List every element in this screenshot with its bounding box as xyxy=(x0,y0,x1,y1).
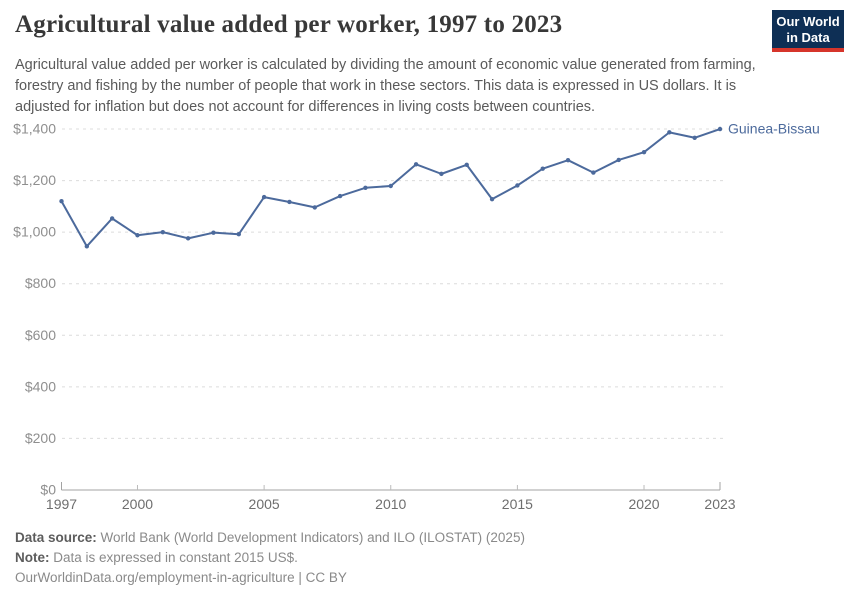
page-title: Agricultural value added per worker, 199… xyxy=(15,11,563,38)
data-point xyxy=(489,196,495,202)
x-axis-tick-label: 1997 xyxy=(46,496,77,512)
chart-subtitle: Agricultural value added per worker is c… xyxy=(15,57,756,115)
data-point xyxy=(287,199,292,205)
data-point xyxy=(312,205,317,210)
x-axis-tick-label: 2023 xyxy=(704,496,735,512)
x-axis-tick-label: 2000 xyxy=(122,496,153,512)
data-point xyxy=(337,193,343,199)
chart-footer: Data source: World Bank (World Developme… xyxy=(15,528,815,588)
data-source-value: World Bank (World Development Indicators… xyxy=(96,530,525,545)
data-point xyxy=(211,230,216,235)
data-point xyxy=(160,229,166,235)
data-point xyxy=(515,183,520,188)
owid-logo: Our World in Data xyxy=(772,10,844,52)
x-axis-tick-label: 2010 xyxy=(375,496,406,512)
y-axis-tick-label: $200 xyxy=(25,430,56,446)
data-source-label: Data source: xyxy=(15,530,97,545)
data-point xyxy=(185,236,191,241)
data-point xyxy=(464,162,469,168)
data-point xyxy=(641,150,647,155)
data-point xyxy=(540,166,545,171)
data-point xyxy=(59,199,64,204)
y-axis-tick-label: $0 xyxy=(40,482,56,498)
x-axis-tick-label: 2015 xyxy=(502,496,533,512)
x-axis-tick-label: 2020 xyxy=(628,496,659,512)
data-point xyxy=(84,244,90,249)
y-axis-tick-label: $1,200 xyxy=(13,172,56,188)
data-point xyxy=(667,130,672,135)
y-axis-tick-label: $800 xyxy=(25,275,56,291)
data-point xyxy=(236,232,241,237)
data-point xyxy=(692,135,697,140)
data-source-line: Data source: World Bank (World Developme… xyxy=(15,528,815,548)
y-axis-tick-label: $1,000 xyxy=(13,224,56,240)
x-axis-tick-label: 2005 xyxy=(249,496,280,512)
note-line: Note: Data is expressed in constant 2015… xyxy=(15,548,815,568)
citation-line: OurWorldinData.org/employment-in-agricul… xyxy=(15,570,347,585)
owid-logo-line1: Our World xyxy=(776,14,840,29)
data-point xyxy=(363,185,368,190)
owid-logo-line2: in Data xyxy=(786,30,830,45)
data-point xyxy=(413,162,419,167)
data-point xyxy=(109,216,115,221)
data-point xyxy=(439,171,444,177)
series-label: Guinea-Bissau xyxy=(728,121,820,137)
data-point xyxy=(591,170,596,175)
y-axis-tick-label: $1,400 xyxy=(13,121,56,137)
data-point xyxy=(717,126,723,132)
data-point xyxy=(388,183,393,189)
note-label: Note: xyxy=(15,550,50,565)
y-axis-tick-label: $400 xyxy=(25,378,56,394)
data-point xyxy=(135,233,140,238)
data-point xyxy=(261,194,267,200)
y-axis-tick-label: $600 xyxy=(25,327,56,343)
note-value: Data is expressed in constant 2015 US$. xyxy=(49,550,298,565)
data-point xyxy=(565,158,571,163)
data-point xyxy=(616,157,621,163)
line-chart: $0 $200 $400 $600 $800 $1,000 $1,200 $1,400 1997… xyxy=(13,121,820,512)
